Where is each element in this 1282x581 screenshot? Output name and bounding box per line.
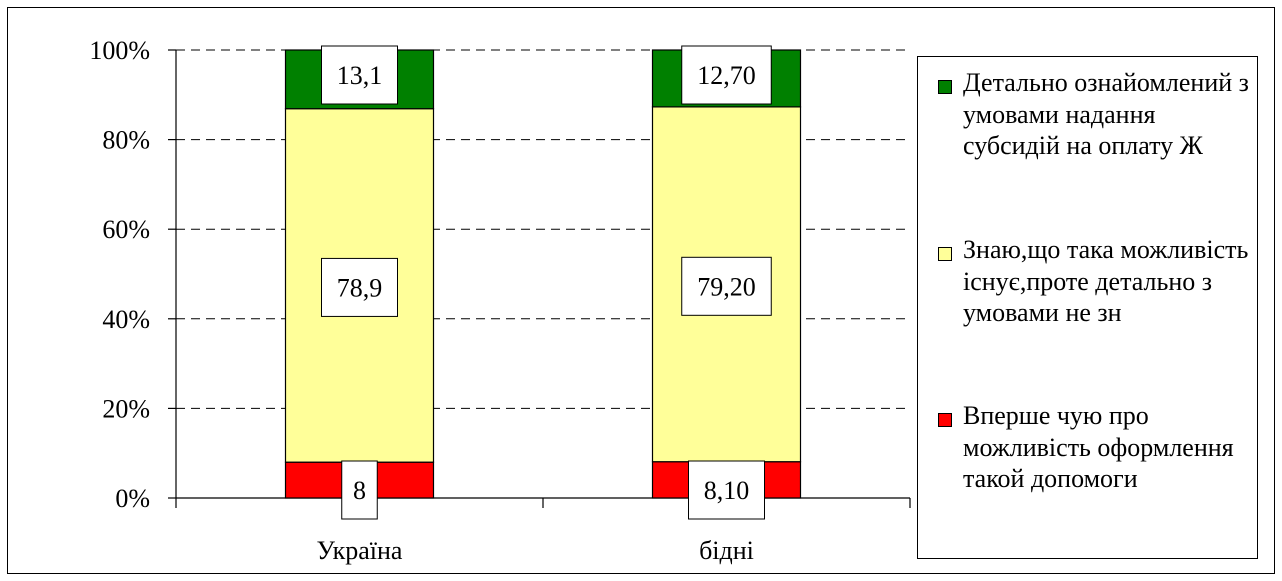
y-tick-label: 20% [102, 394, 150, 423]
data-label: 8 [353, 476, 366, 505]
legend-swatch-red [938, 413, 952, 427]
y-tick-label: 100% [89, 36, 150, 65]
data-label: 13,1 [337, 61, 383, 90]
data-label: 78,9 [337, 273, 383, 302]
x-tick-label: бідні [699, 536, 754, 565]
tick-labels: 0% 20% 40% 60% 80% 100% Україна бідні [89, 36, 754, 565]
legend: Детально ознайомлений з умовами надання … [917, 56, 1258, 559]
data-label-box [341, 460, 378, 520]
x-tick-label: Україна [317, 536, 403, 565]
data-label: 12,70 [697, 61, 756, 90]
y-tick-label: 40% [102, 305, 150, 334]
legend-label-detailed: Детально ознайомлений з умовами надання … [963, 68, 1249, 160]
data-labels: 8 78,9 13,1 8,10 79,20 12,70 [321, 45, 772, 520]
legend-label-first-time: Вперше чую про можливість оформлення так… [963, 401, 1234, 493]
data-label-box [681, 45, 772, 105]
y-tick-label: 0% [115, 484, 150, 513]
legend-label-aware: Знаю,що така можливість існує,проте дета… [963, 235, 1249, 327]
data-label-box [321, 45, 398, 105]
data-label-box [681, 256, 772, 316]
legend-swatch-green [938, 80, 952, 94]
legend-swatch-yellow [938, 247, 952, 261]
y-tick-label: 60% [102, 215, 150, 244]
y-tick-label: 80% [102, 126, 150, 155]
data-label: 79,20 [697, 272, 756, 301]
data-label-box [688, 460, 765, 520]
data-label: 8,10 [704, 476, 750, 505]
data-label-box [321, 257, 398, 317]
